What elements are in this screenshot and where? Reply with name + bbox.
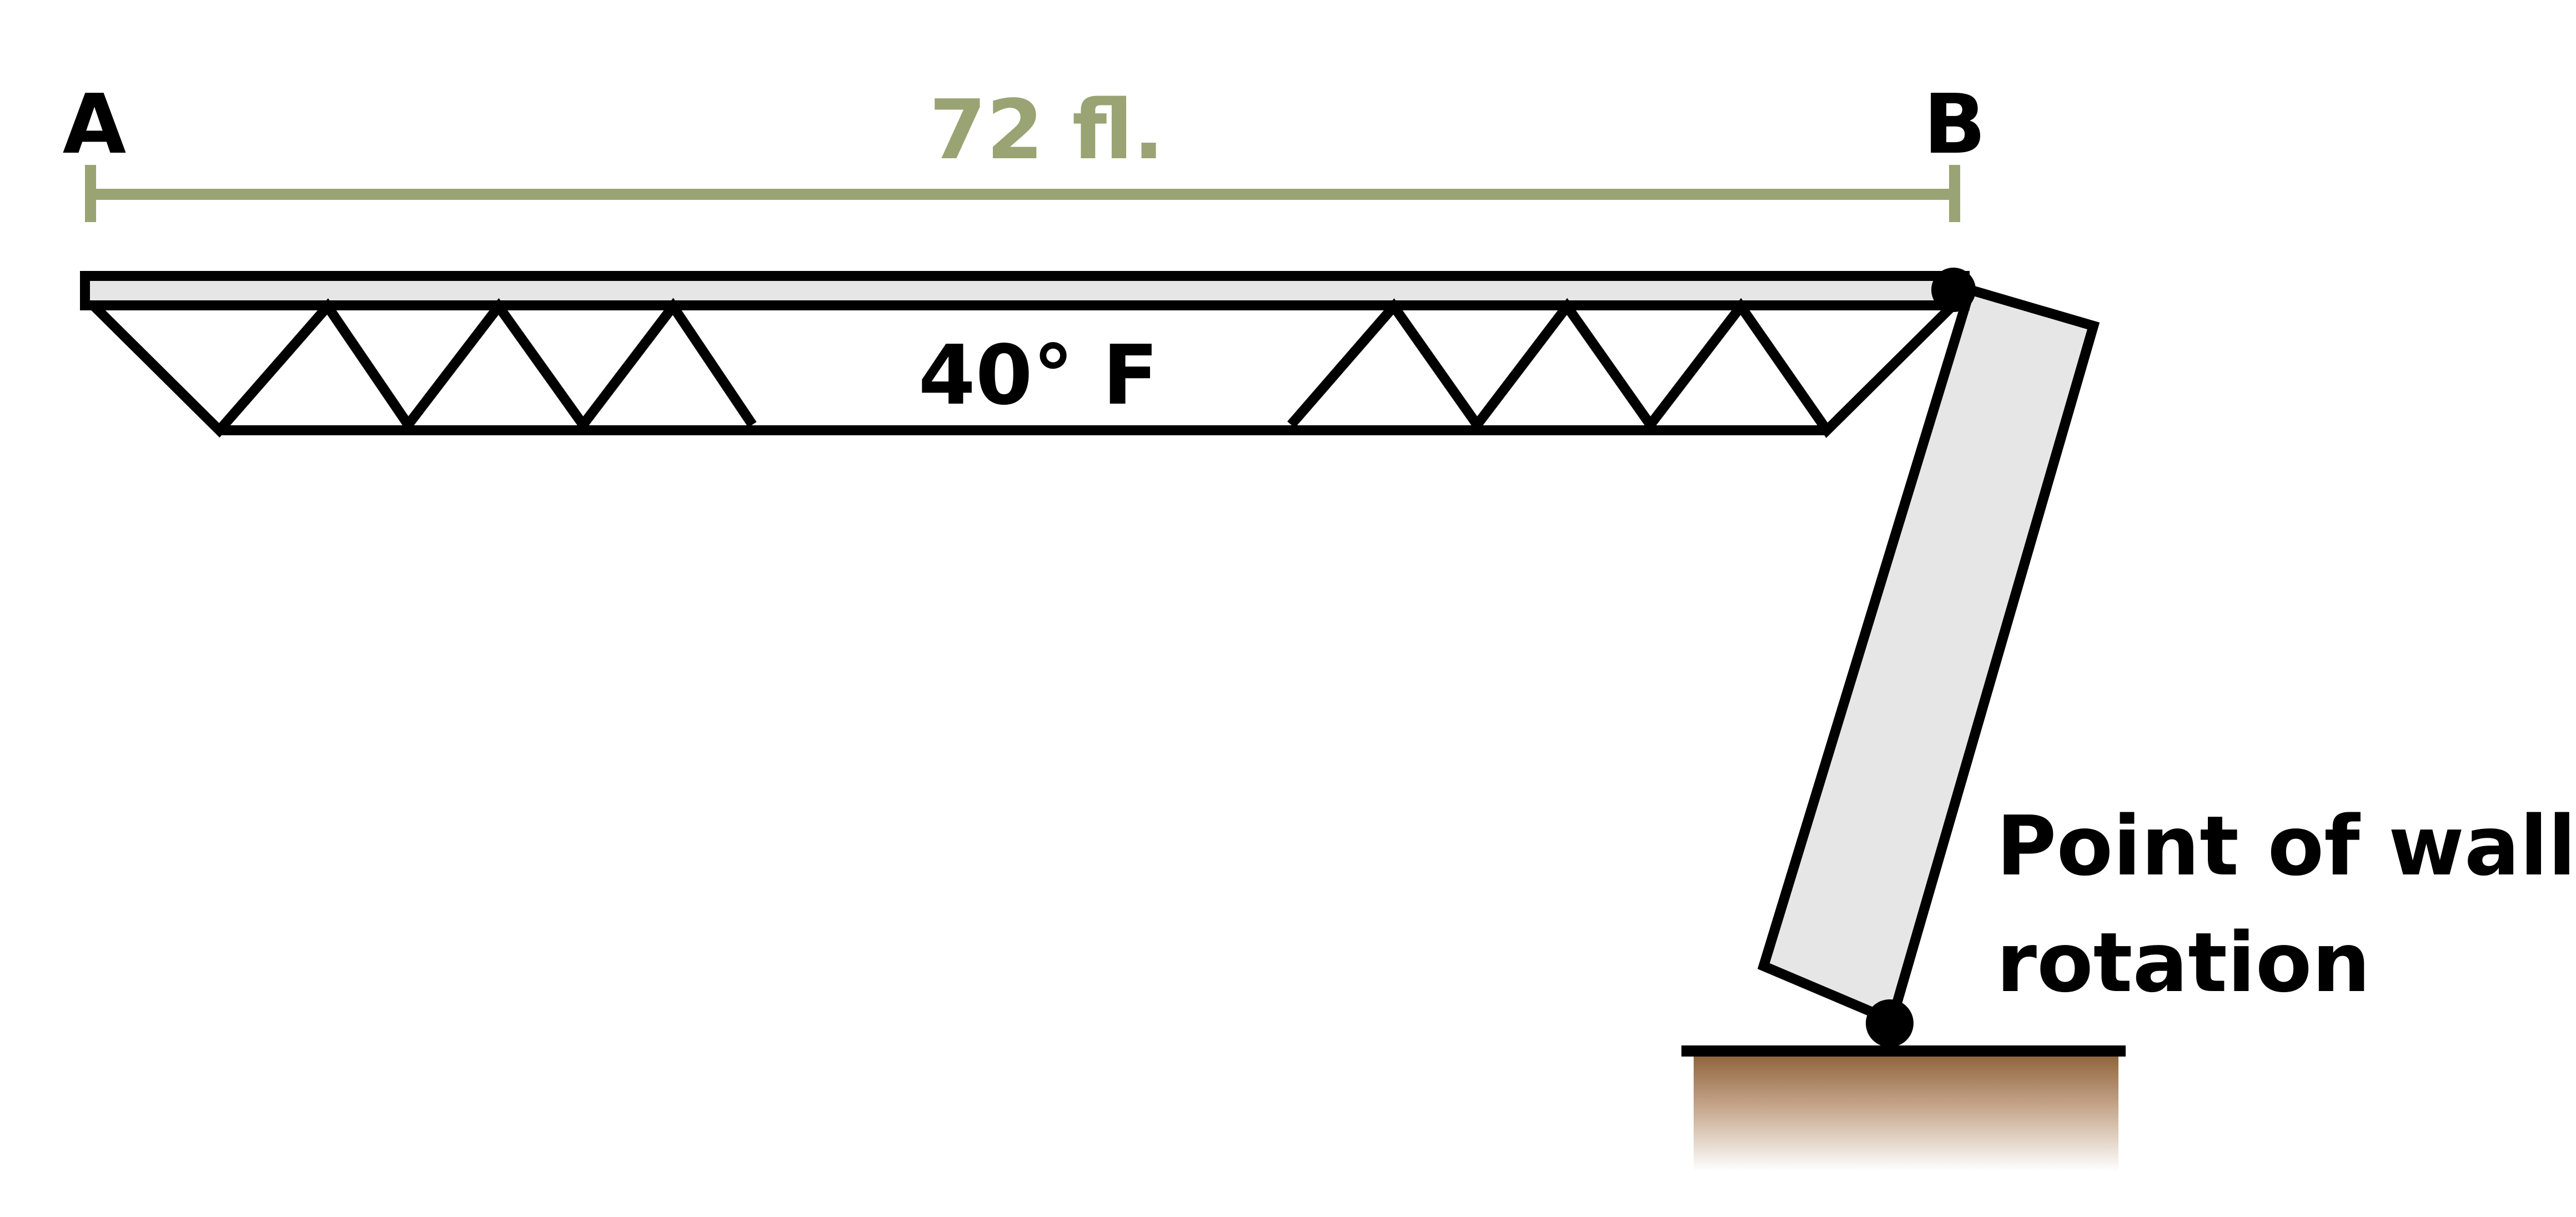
span-dimension (85, 165, 1960, 222)
temperature-label: 40° F (918, 328, 1159, 423)
point-a-label: A (63, 77, 127, 172)
ground (1681, 1045, 2126, 1171)
point-b-label: B (1924, 77, 1986, 172)
ground-soil (1694, 1052, 2118, 1171)
pin-joint-b (1931, 268, 1976, 312)
truss-web-left (91, 298, 757, 438)
rotation-label: Point of wall rotation (1996, 798, 2576, 1010)
truss-web-right (1287, 298, 1956, 438)
rotation-label-line2: rotation (1996, 915, 2371, 1010)
pin-joint-base (1866, 999, 1914, 1047)
span-label: 72 fl. (929, 82, 1164, 178)
rotation-label-line1: Point of wall (1996, 798, 2576, 894)
tilted-wall (1757, 283, 2100, 1028)
truss-top-chord (80, 271, 1970, 310)
